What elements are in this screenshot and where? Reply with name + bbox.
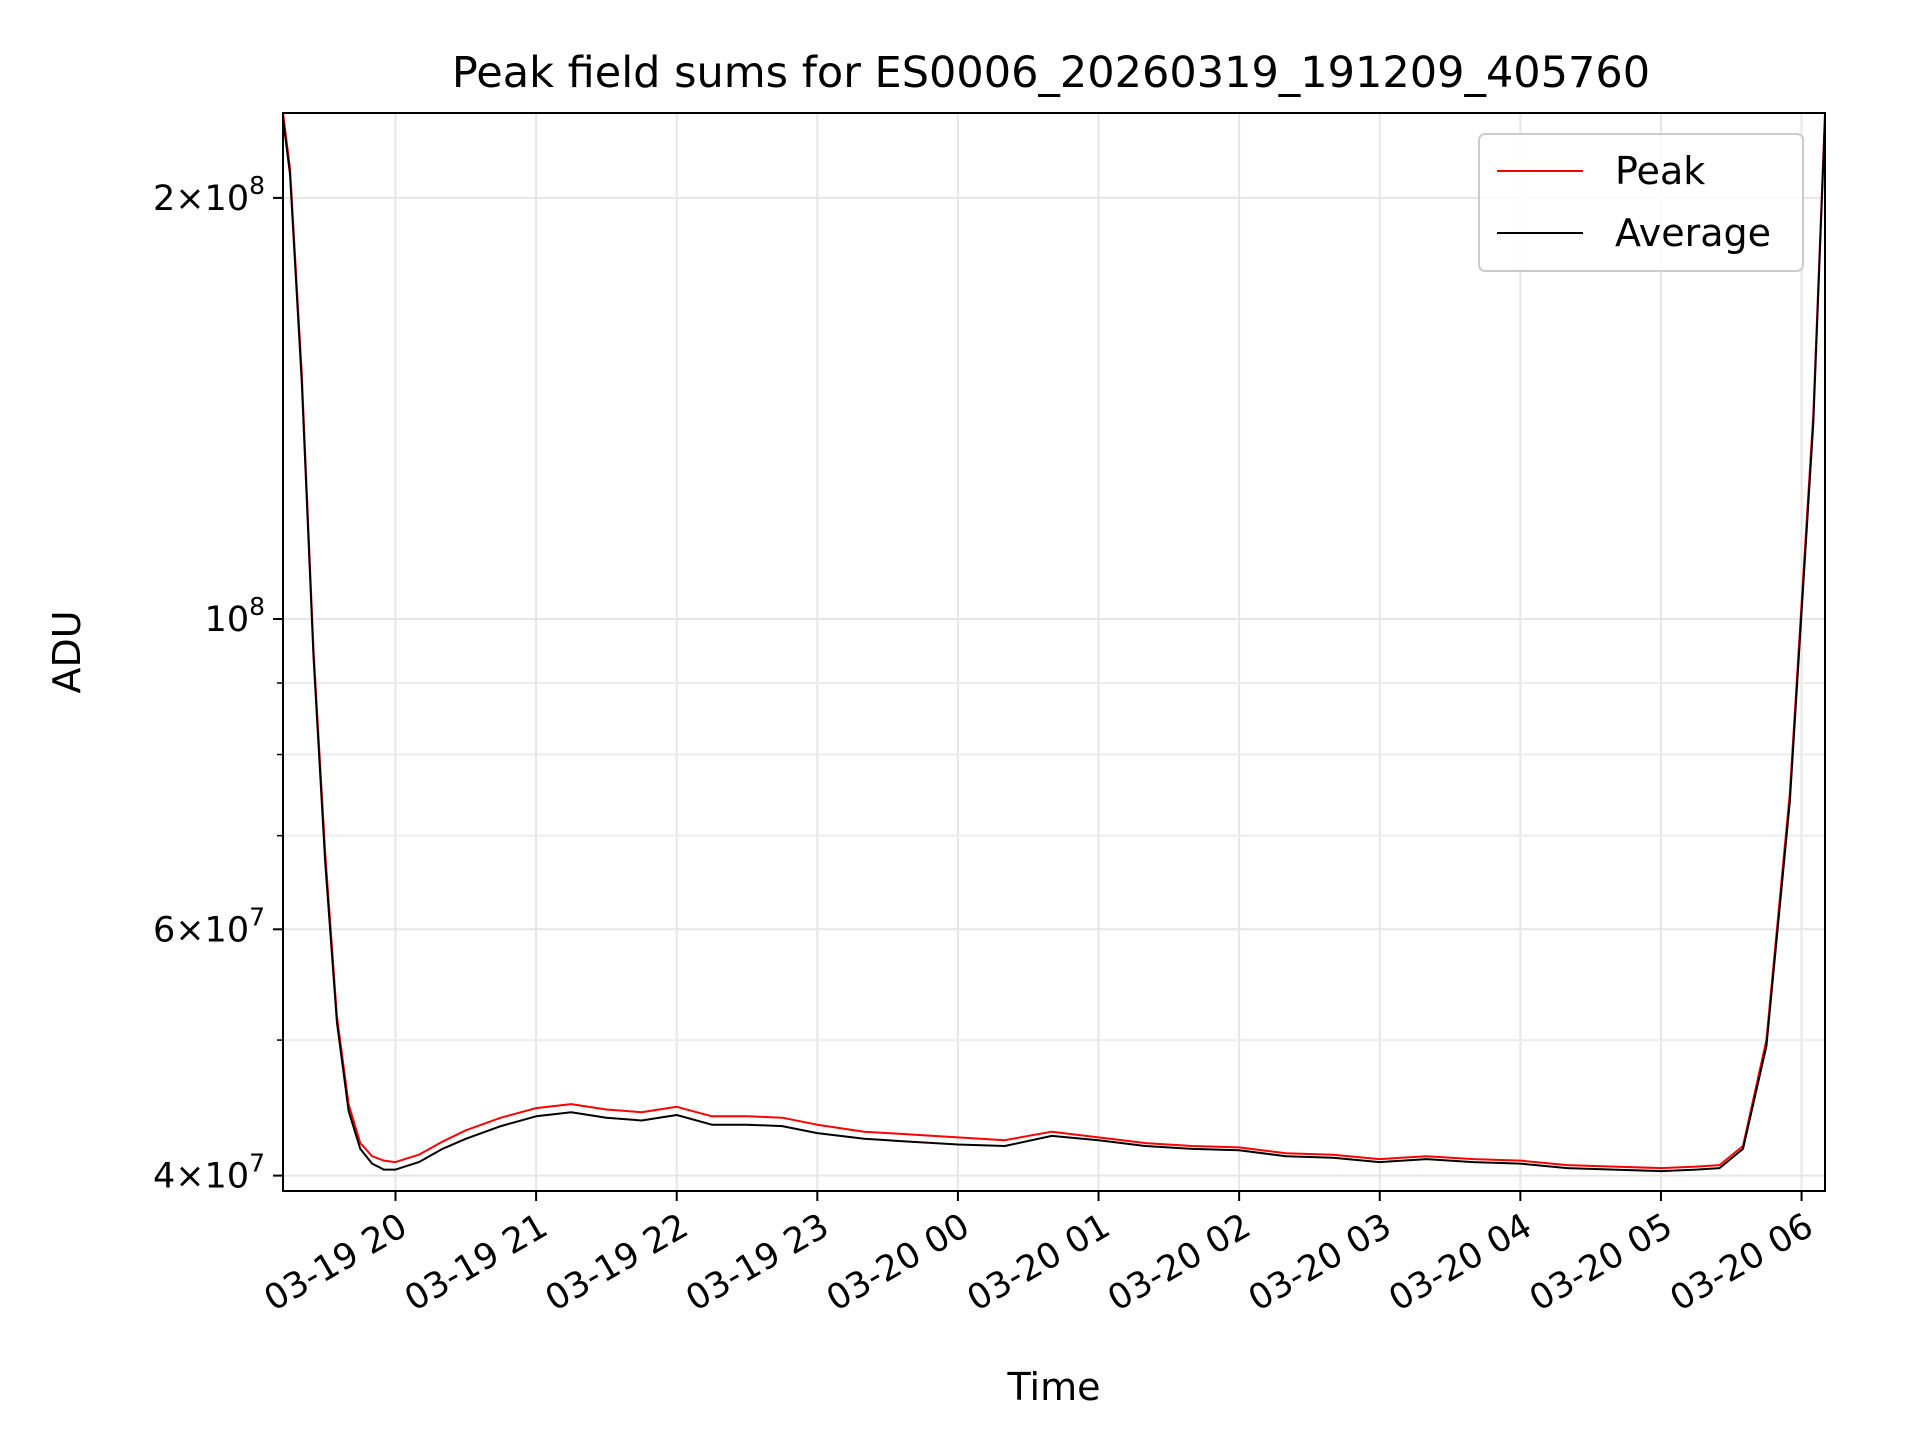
y-tick-label: 4×107 (153, 1149, 265, 1197)
x-tick-label: 03-19 21 (398, 1206, 554, 1319)
x-tick-label: 03-19 20 (258, 1206, 414, 1319)
chart-title: Peak field sums for ES0006_20260319_1912… (452, 48, 1650, 98)
grid (283, 113, 1825, 1191)
x-tick-label: 03-19 23 (680, 1206, 836, 1319)
legend-box (1478, 133, 1804, 272)
y-tick-label: 2×108 (153, 171, 265, 219)
x-tick-label: 03-20 01 (961, 1206, 1117, 1319)
legend-label: Peak (1615, 149, 1705, 193)
x-tick-label: 03-20 05 (1523, 1206, 1679, 1319)
x-tick-label: 03-20 02 (1101, 1206, 1257, 1319)
plot-frame (282, 112, 1826, 1192)
plot-area (282, 112, 1826, 1173)
series-line-peak (282, 112, 1826, 1170)
legend: Peak Average (1478, 133, 1804, 272)
y-tick-label: 6×107 (153, 902, 265, 950)
x-tick-label: 03-20 06 (1664, 1206, 1820, 1319)
y-axis: 4×107 6×107 108 2×108 (153, 171, 283, 1197)
y-axis-label: ADU (45, 610, 89, 693)
y-tick-label: 108 (205, 592, 265, 640)
series-line-average (282, 118, 1826, 1173)
x-tick-label: 03-20 03 (1242, 1206, 1398, 1319)
legend-label: Average (1615, 211, 1771, 255)
x-tick-label: 03-20 04 (1383, 1206, 1539, 1319)
x-tick-label: 03-20 00 (820, 1206, 976, 1319)
x-axis-label: Time (1007, 1365, 1101, 1409)
x-tick-label: 03-19 22 (539, 1206, 695, 1319)
